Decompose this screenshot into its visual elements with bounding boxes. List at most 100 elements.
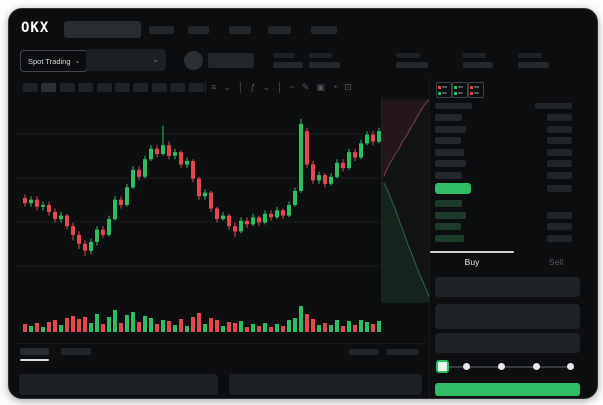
- buy-tab-underline: [430, 251, 514, 253]
- tab-sell[interactable]: Sell: [548, 257, 564, 267]
- stat-label-placeholder: [309, 53, 332, 58]
- timeframe-button[interactable]: [96, 83, 112, 92]
- icon-line: [458, 86, 463, 88]
- bid-price-placeholder[interactable]: [435, 211, 466, 219]
- nav-item-placeholder[interactable]: [188, 26, 209, 34]
- okx-logo[interactable]: OKX: [21, 20, 50, 36]
- bid-size-placeholder[interactable]: [547, 223, 572, 231]
- search-input[interactable]: [64, 21, 141, 38]
- active-tab-underline: [20, 359, 49, 361]
- nav-item-placeholder[interactable]: [311, 26, 337, 34]
- bid-size-placeholder[interactable]: [547, 235, 572, 243]
- ask-price-placeholder[interactable]: [435, 160, 466, 168]
- amount-slider-track[interactable]: [440, 366, 571, 368]
- orderbook-asks-icon[interactable]: [468, 82, 484, 98]
- app-window: OKX Spot Trading ⌄ ⌄ ≡ ⌄ │ ƒ ⌄ │ ~ ✎ ▣ ◔ ⊡ Buy Sel…: [8, 8, 598, 399]
- draw-tool-icon[interactable]: ✎: [301, 81, 310, 92]
- chart-tools: ≡ ⌄ │ ƒ ⌄ │ ~ ✎ ▣ ◔ ⊡: [211, 80, 352, 94]
- stat-value-placeholder: [396, 62, 428, 68]
- bid-price-placeholder[interactable]: [435, 200, 462, 207]
- chevron-down-icon: ⌄: [152, 55, 159, 64]
- icon-row: [470, 85, 482, 89]
- market-type-dropdown[interactable]: Spot Trading ⌄: [20, 50, 89, 72]
- depth-chart[interactable]: [382, 97, 430, 303]
- chevron-down-icon[interactable]: ⌄: [223, 81, 231, 92]
- ask-size-placeholder[interactable]: [547, 185, 572, 192]
- orders-link-placeholder[interactable]: [349, 349, 378, 355]
- nav-item-placeholder[interactable]: [229, 26, 251, 34]
- orders-panel-placeholder: [19, 374, 218, 395]
- indicators-icon[interactable]: ƒ: [250, 82, 256, 92]
- timeframe-button[interactable]: [133, 83, 149, 92]
- stat-label-placeholder: [463, 53, 486, 58]
- ask-size-placeholder[interactable]: [547, 114, 572, 121]
- candlestick-chart[interactable]: [13, 97, 429, 345]
- bid-price-placeholder[interactable]: [435, 223, 461, 231]
- pair-selector-dropdown[interactable]: ⌄: [86, 49, 166, 71]
- chevron-down-icon: ⌄: [74, 58, 81, 65]
- order-form-input[interactable]: [435, 304, 580, 329]
- bid-size-placeholder[interactable]: [547, 211, 572, 219]
- toolbar-divider: [205, 81, 206, 93]
- tab-buy[interactable]: Buy: [464, 257, 480, 267]
- buy-button[interactable]: [435, 383, 580, 396]
- nav-item-placeholder[interactable]: [149, 26, 174, 34]
- ask-size-placeholder[interactable]: [547, 125, 572, 133]
- icon-cell: [470, 85, 473, 89]
- slider-step-dot[interactable]: [498, 363, 505, 370]
- ask-price-placeholder[interactable]: [435, 114, 462, 121]
- orders-tab[interactable]: [20, 348, 49, 355]
- toolbar-divider: │: [277, 82, 283, 92]
- icon-row: [454, 85, 466, 89]
- timeframe-button[interactable]: [115, 83, 130, 92]
- orderbook-combined-icon[interactable]: [436, 82, 452, 98]
- last-price-badge[interactable]: [435, 183, 471, 194]
- stat-value-placeholder: [518, 62, 549, 68]
- stat-value-placeholder: [309, 62, 340, 68]
- icon-cell: [454, 85, 457, 89]
- ask-size-placeholder[interactable]: [547, 172, 572, 179]
- line-tool-icon[interactable]: ~: [289, 82, 295, 92]
- history-icon[interactable]: ◔: [331, 82, 338, 92]
- ask-price-placeholder[interactable]: [435, 125, 466, 133]
- orders-tab[interactable]: [61, 348, 91, 355]
- ask-size-placeholder[interactable]: [547, 148, 572, 156]
- icon-cell: [438, 91, 441, 95]
- screenshot-icon[interactable]: ▣: [316, 81, 325, 92]
- amount-slider-handle[interactable]: [436, 360, 449, 373]
- timeframe-button[interactable]: [170, 83, 186, 92]
- chart-type-icon[interactable]: ≡: [211, 82, 217, 92]
- icon-row: [438, 85, 450, 89]
- icon-cell: [454, 91, 457, 95]
- depth-chart-panel: [381, 97, 430, 303]
- ask-size-placeholder[interactable]: [547, 160, 572, 168]
- orders-link-placeholder[interactable]: [386, 349, 418, 355]
- chevron-down-icon[interactable]: ⌄: [262, 81, 270, 92]
- slider-step-dot[interactable]: [567, 363, 574, 370]
- icon-line: [442, 92, 447, 94]
- timeframe-button[interactable]: [151, 83, 167, 92]
- nav-item-placeholder[interactable]: [268, 26, 291, 34]
- icon-line: [474, 92, 479, 94]
- ask-price-placeholder[interactable]: [435, 137, 461, 145]
- order-form-input[interactable]: [435, 277, 580, 297]
- fullscreen-icon[interactable]: ⊡: [344, 81, 352, 92]
- timeframe-button[interactable]: [59, 83, 75, 92]
- order-form-input[interactable]: [435, 333, 580, 353]
- ask-size-placeholder[interactable]: [547, 137, 572, 145]
- bid-price-placeholder[interactable]: [435, 235, 464, 243]
- ob-header-left: [435, 103, 472, 109]
- timeframe-button[interactable]: [78, 83, 94, 92]
- ask-price-placeholder[interactable]: [435, 148, 464, 156]
- timeframe-button[interactable]: [41, 83, 57, 92]
- orderbook-bids-icon[interactable]: [452, 82, 468, 98]
- timeframe-button[interactable]: [188, 83, 204, 92]
- slider-step-dot[interactable]: [533, 363, 540, 370]
- slider-step-dot[interactable]: [463, 363, 470, 370]
- pair-name-placeholder: [208, 53, 254, 68]
- stat-label-placeholder: [396, 53, 420, 58]
- coin-avatar: [184, 51, 203, 70]
- ask-price-placeholder[interactable]: [435, 172, 462, 179]
- stat-label-placeholder: [518, 53, 542, 58]
- timeframe-button[interactable]: [23, 83, 38, 92]
